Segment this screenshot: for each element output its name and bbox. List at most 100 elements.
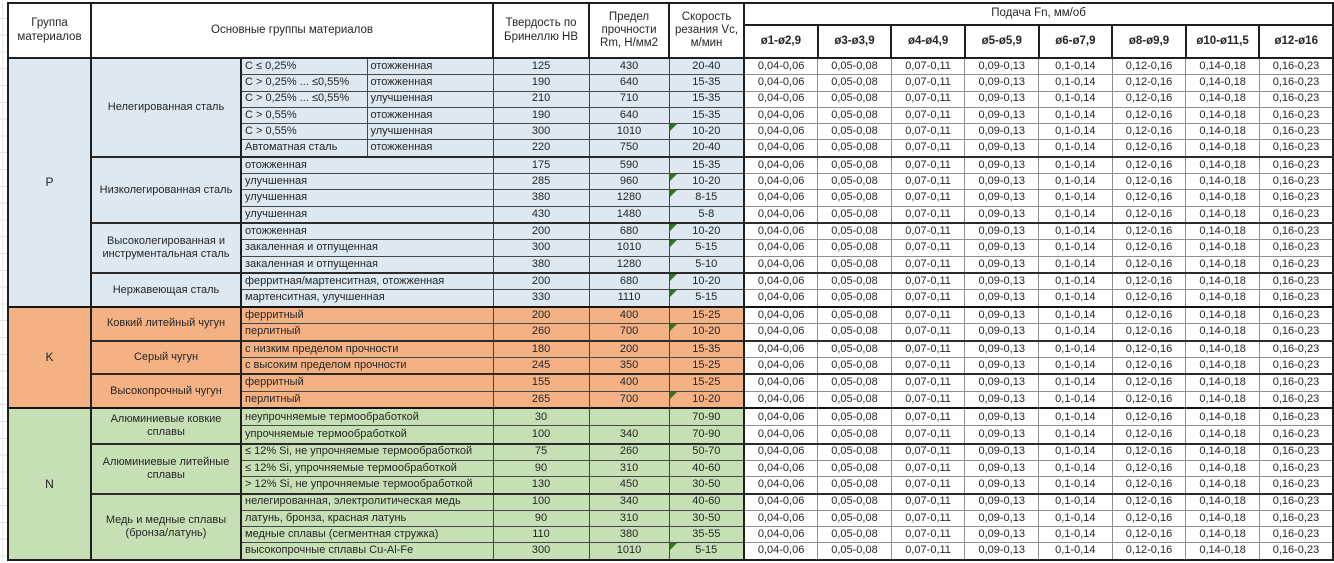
header-cutting-speed-vc: Скорость резания Vc, м/мин [668, 2, 746, 59]
material-desc-cell: медные сплавы (сегментная стружка) [240, 526, 494, 544]
feed-value-cell: 0,09-0,13 [964, 339, 1040, 359]
feed-value-cell: 0,07-0,11 [890, 289, 966, 308]
subgroup-name-cell: Высоколегированная и инструментальная ст… [90, 222, 242, 274]
feed-value-cell: 0,14-0,18 [1185, 173, 1260, 191]
hardness-hb-cell: 380 [492, 255, 590, 274]
feed-value-cell: 0,09-0,13 [964, 476, 1040, 495]
subgroup-name-cell: Нержавеющая сталь [90, 272, 242, 308]
feed-value-cell: 0,07-0,11 [890, 305, 966, 325]
feed-value-cell: 0,07-0,11 [890, 425, 966, 445]
feed-value-cell: 0,1-0,14 [1038, 323, 1113, 342]
strength-rm-cell: 640 [588, 106, 670, 125]
feed-value-cell: 0,07-0,11 [890, 205, 966, 224]
material-subtype-cell: C > 0,55% [240, 106, 368, 125]
cell-note-triangle-icon [670, 392, 677, 399]
feed-value-cell: 0,04-0,06 [743, 57, 819, 76]
cutting-speed-vc-cell: 8-15 [668, 189, 746, 207]
feed-value-cell: 0,05-0,08 [817, 357, 892, 375]
feed-value-cell: 0,14-0,18 [1185, 90, 1260, 108]
strength-rm-cell: 960 [588, 173, 670, 191]
feed-value-cell: 0,05-0,08 [817, 90, 892, 108]
header-diameter-range: ø4-ø4,9 [890, 24, 966, 59]
feed-value-cell: 0,14-0,18 [1185, 509, 1260, 528]
strength-rm-cell: 340 [588, 492, 670, 511]
feed-value-cell: 0,04-0,06 [743, 239, 819, 257]
material-condition-cell: отожженная [366, 57, 494, 76]
feed-value-cell: 0,07-0,11 [890, 323, 966, 342]
feed-value-cell: 0,16-0,23 [1258, 272, 1334, 291]
header-diameter-range: ø1-ø2,9 [743, 24, 819, 59]
table-row: высокопрочные сплавы Cu-Al-Fe 300 1010 5-15… [8, 542, 1334, 561]
cutting-speed-vc-cell: 10-20 [668, 222, 746, 241]
feed-value-cell: 0,04-0,06 [743, 272, 819, 291]
feed-value-cell: 0,1-0,14 [1038, 155, 1113, 175]
feed-value-cell: 0,07-0,11 [890, 526, 966, 544]
feed-value-cell: 0,04-0,06 [743, 442, 819, 461]
cutting-speed-vc-cell: 35-55 [668, 526, 746, 544]
feed-value-cell: 0,16-0,23 [1258, 459, 1334, 478]
feed-value-cell: 0,12-0,16 [1111, 509, 1187, 528]
material-desc-cell: ферритный [240, 305, 494, 325]
feed-value-cell: 0,16-0,23 [1258, 339, 1334, 359]
subgroup-name-cell: Высокопрочный чугун [90, 373, 242, 409]
cutting-speed-vc-cell: 20-40 [668, 57, 746, 76]
material-subtype-cell: C > 0,55% [240, 123, 368, 141]
feed-value-cell: 0,12-0,16 [1111, 222, 1187, 241]
cutting-speed-vc-cell: 15-35 [668, 106, 746, 125]
table-row: Высокопрочный чугун ферритный 155 400 15-25 0… [8, 373, 1334, 409]
hardness-hb-cell: 285 [492, 173, 590, 191]
material-group-cell: K [7, 305, 92, 409]
materials-cutting-table: Группа материалов Основные группы матери… [7, 2, 1334, 561]
feed-value-cell: 0,07-0,11 [890, 339, 966, 359]
feed-value-cell: 0,16-0,23 [1258, 255, 1334, 274]
material-desc-cell: нелегированная, электролитическая медь [240, 492, 494, 511]
feed-value-cell: 0,12-0,16 [1111, 205, 1187, 224]
subgroup-name-cell: Алюминиевые ковкие сплавы [90, 407, 242, 445]
feed-value-cell: 0,12-0,16 [1111, 339, 1187, 359]
hardness-hb-cell: 75 [492, 442, 590, 461]
subgroup-name-cell: Медь и медные сплавы (бронза/латунь) [90, 492, 242, 561]
feed-value-cell: 0,1-0,14 [1038, 272, 1113, 291]
material-desc-cell: неупрочняемые термообработкой [240, 407, 494, 427]
table-row: улучшенная 380 1280 8-15 0,04-0,06 0,05-0,08 0… [8, 189, 1334, 207]
feed-value-cell: 0,12-0,16 [1111, 272, 1187, 291]
header-strength-rm: Предел прочности Rm, Н/мм2 [588, 2, 671, 59]
cutting-speed-vc-cell: 30-50 [668, 476, 746, 495]
feed-value-cell: 0,12-0,16 [1111, 425, 1187, 445]
feed-value-cell: 0,1-0,14 [1038, 526, 1113, 544]
feed-value-cell: 0,14-0,18 [1185, 305, 1260, 325]
feed-value-cell: 0,1-0,14 [1038, 373, 1113, 392]
table-row: C > 0,55% улучшенная 300 1010 10-20 0,04-0,06… [8, 123, 1334, 141]
feed-value-cell: 0,14-0,18 [1185, 373, 1260, 392]
hardness-hb-cell: 100 [492, 425, 590, 445]
strength-rm-cell: 310 [588, 509, 670, 528]
feed-value-cell: 0,09-0,13 [964, 526, 1040, 544]
feed-value-cell: 0,04-0,06 [743, 373, 819, 392]
feed-value-cell: 0,07-0,11 [890, 222, 966, 241]
material-condition-cell: отожженная [366, 74, 494, 92]
hardness-hb-cell: 155 [492, 373, 590, 392]
table-row: Алюминиевые литейные сплавы ≤ 12% Si, не … [8, 442, 1334, 495]
feed-value-cell: 0,12-0,16 [1111, 542, 1187, 561]
table-row: C > 0,25% ... ≤0,55% улучшенная 210 710 15-3… [8, 90, 1334, 108]
cell-note-triangle-icon [670, 240, 677, 248]
material-desc-cell: ферритная/мартенситная, отожженная [240, 272, 494, 291]
feed-value-cell: 0,09-0,13 [964, 459, 1040, 478]
feed-value-cell: 0,07-0,11 [890, 123, 966, 141]
feed-value-cell: 0,12-0,16 [1111, 189, 1187, 207]
feed-value-cell: 0,05-0,08 [817, 542, 892, 561]
strength-rm-cell: 350 [588, 357, 670, 375]
feed-value-cell: 0,09-0,13 [964, 173, 1040, 191]
feed-value-cell: 0,09-0,13 [964, 509, 1040, 528]
feed-value-cell: 0,16-0,23 [1258, 289, 1334, 308]
feed-value-cell: 0,12-0,16 [1111, 459, 1187, 478]
feed-value-cell: 0,05-0,08 [817, 390, 892, 409]
feed-value-cell: 0,09-0,13 [964, 390, 1040, 409]
header-diameter-range: ø3-ø3,9 [816, 24, 893, 59]
feed-value-cell: 0,1-0,14 [1038, 189, 1113, 207]
feed-value-cell: 0,14-0,18 [1185, 222, 1260, 241]
subgroup-name-cell: Низколегированная сталь [90, 155, 242, 224]
cutting-speed-vc-cell: 10-20 [668, 173, 746, 191]
feed-value-cell: 0,12-0,16 [1111, 90, 1187, 108]
